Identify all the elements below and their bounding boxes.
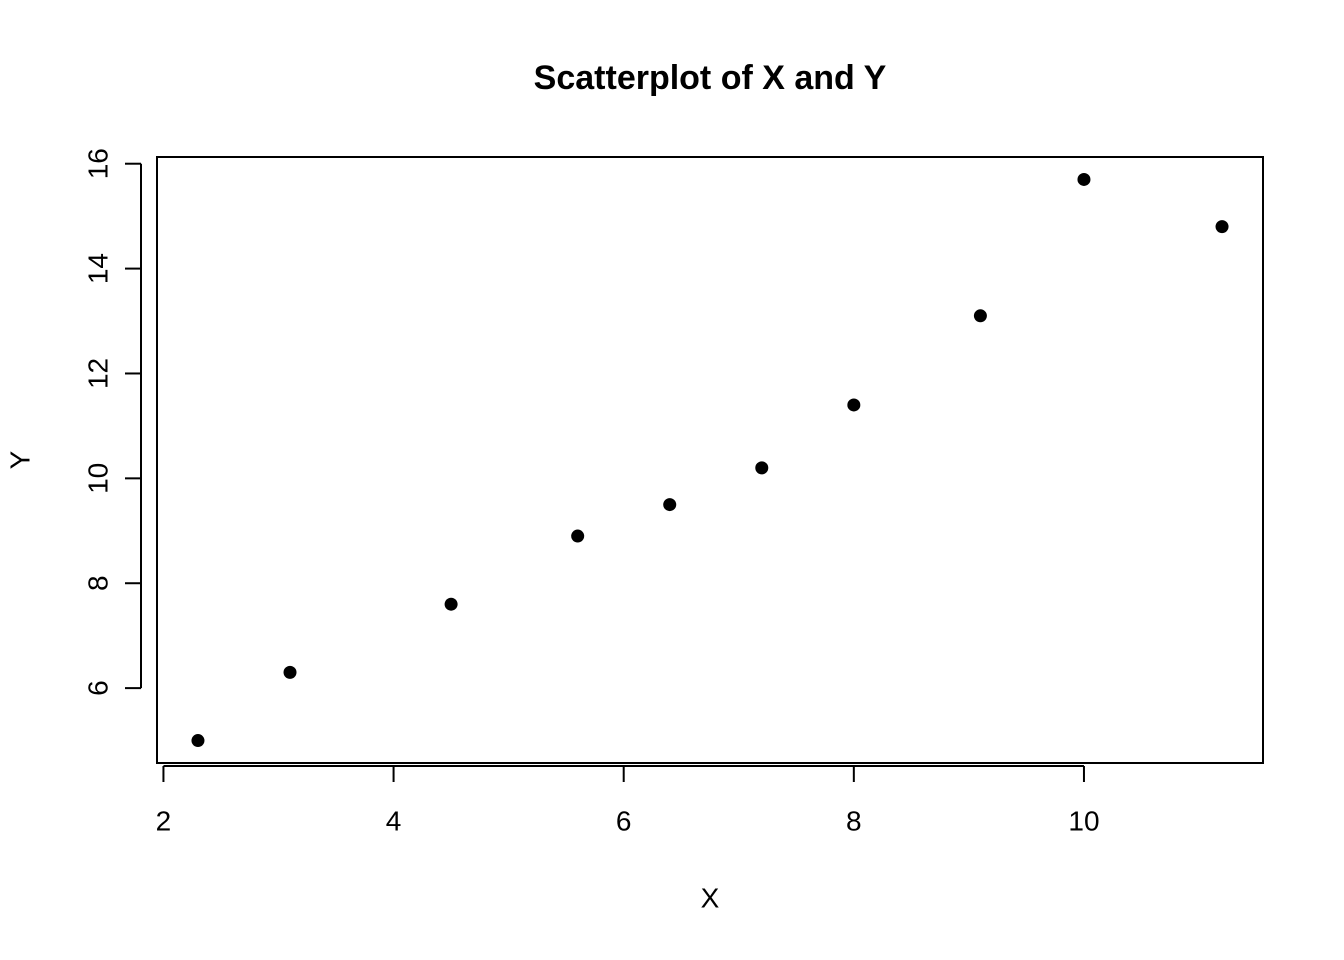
plot-frame bbox=[156, 156, 1264, 764]
y-tick-label: 16 bbox=[82, 148, 113, 179]
point bbox=[663, 498, 677, 512]
point bbox=[973, 309, 987, 323]
y-tick-label: 12 bbox=[82, 358, 113, 389]
point bbox=[571, 529, 585, 543]
x-tick-label: 4 bbox=[386, 805, 402, 836]
y-tick-label: 6 bbox=[82, 680, 113, 696]
point bbox=[755, 461, 769, 475]
point bbox=[191, 734, 205, 748]
y-tick-label: 10 bbox=[82, 463, 113, 494]
x-tick-label: 6 bbox=[616, 805, 632, 836]
point bbox=[847, 398, 861, 412]
y-tick-label: 14 bbox=[82, 253, 113, 284]
point bbox=[1077, 172, 1091, 186]
y-tick-label: 8 bbox=[82, 575, 113, 591]
point bbox=[444, 597, 458, 611]
x-tick-label: 10 bbox=[1068, 805, 1099, 836]
chart-title: Scatterplot of X and Y bbox=[534, 59, 887, 97]
x-tick-label: 8 bbox=[846, 805, 862, 836]
point bbox=[283, 665, 297, 679]
point bbox=[1215, 220, 1229, 234]
y-axis-label: Y bbox=[4, 450, 35, 469]
x-axis-label: X bbox=[701, 882, 720, 913]
x-tick-label: 2 bbox=[156, 805, 172, 836]
